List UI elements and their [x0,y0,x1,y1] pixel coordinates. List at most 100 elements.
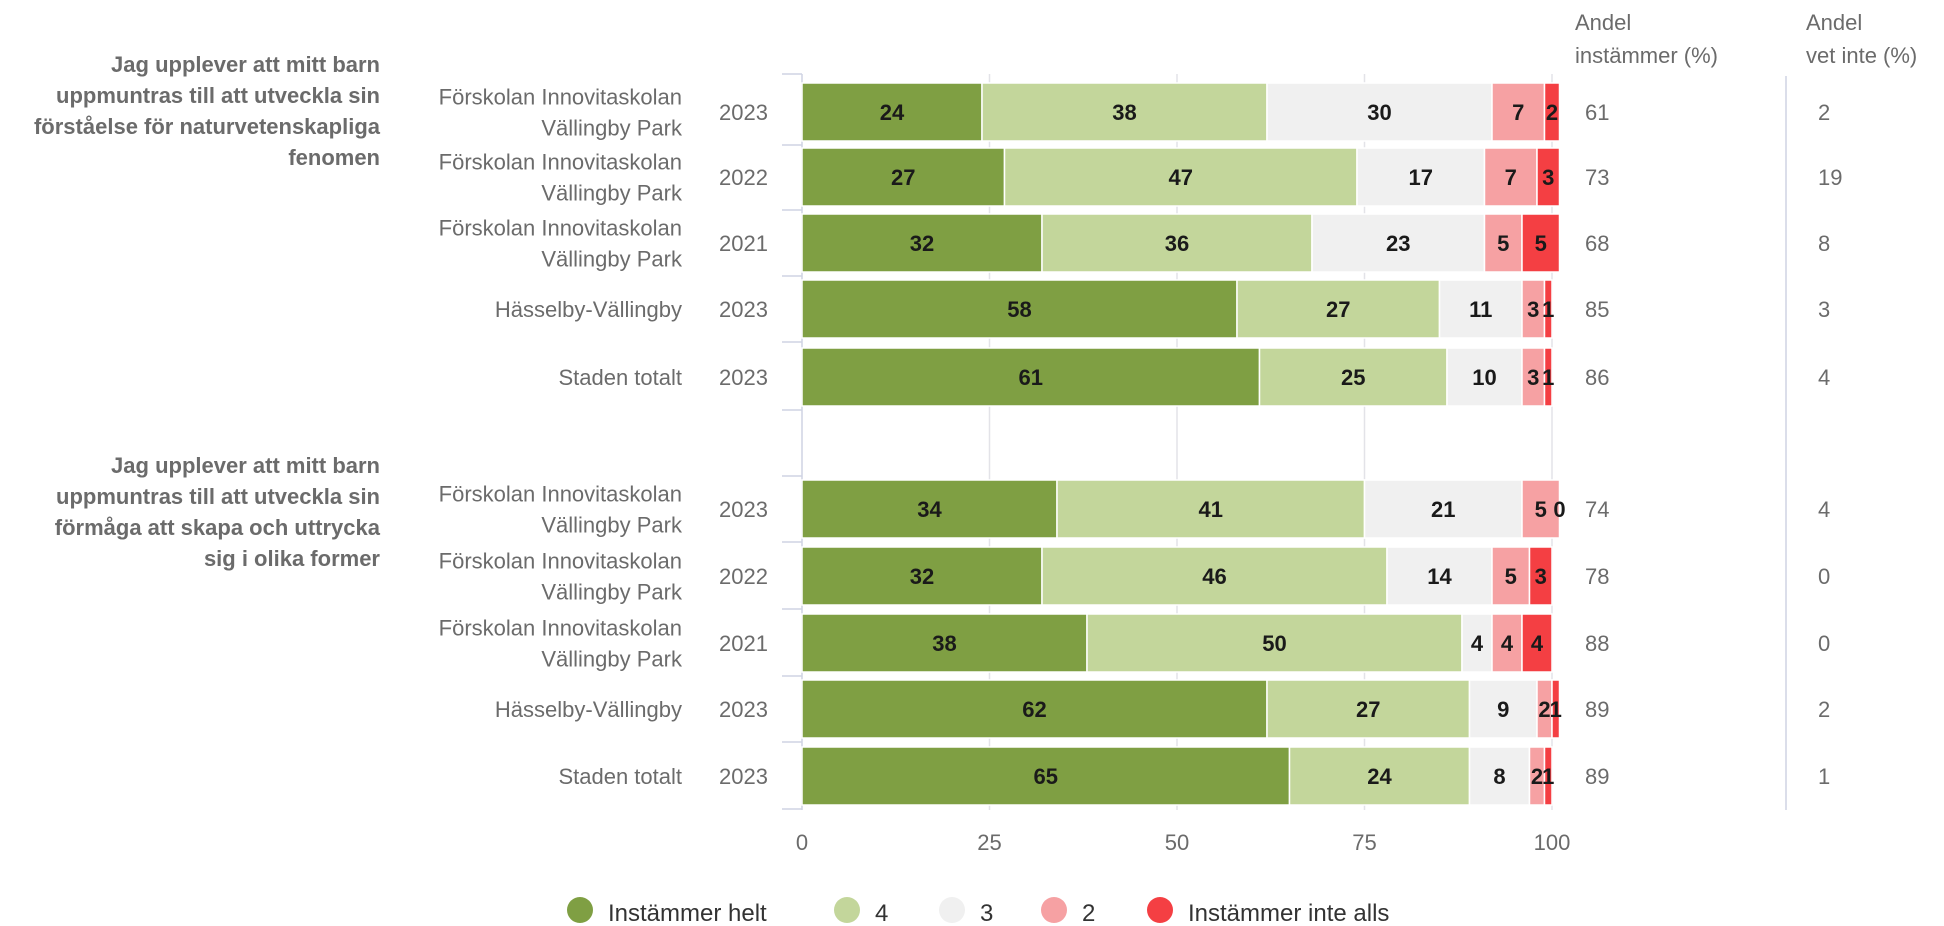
row-label: Förskolan Innovitaskolan [439,150,682,175]
data-label: 62 [1022,697,1046,722]
bar-segment [801,347,1261,407]
bar-segment [1041,213,1313,273]
row-label: Vällingby Park [541,513,683,538]
question-text: sig i olika former [204,546,380,571]
data-label: 11 [1469,297,1492,322]
data-label: 7 [1512,100,1524,125]
row-year: 2023 [719,100,768,125]
row-year: 2023 [719,697,768,722]
legend-label: 4 [875,900,888,926]
bar-row: Förskolan Innovitaskolan Vällingby Park 20… [439,213,1830,273]
bar-segment [1551,679,1561,739]
dontknow-value: 0 [1818,564,1830,589]
bar-segment [1266,679,1471,739]
data-label: 32 [910,231,934,256]
question-text: förståelse för naturvetenskapliga [34,114,381,139]
bar-segment [1521,479,1561,539]
x-tick-label: 25 [977,830,1001,855]
data-label: 5 [1535,231,1547,256]
bar-row: Förskolan Innovitaskolan Vällingby Park 20… [439,479,1830,539]
bar-segment [1386,546,1493,606]
row-label: Vällingby Park [541,580,683,605]
bar-segment [1543,279,1553,339]
row-label: Förskolan Innovitaskolan [439,216,682,241]
question-text: uppmuntras till att utveckla sin [56,83,380,108]
data-label: 2 [1546,100,1558,125]
dontknow-value: 4 [1818,365,1830,390]
data-label: 24 [880,100,905,125]
bar-segment [1311,213,1486,273]
bar-segment [1491,82,1546,142]
dontknow-value: 3 [1818,297,1830,322]
bar-segment [1236,279,1441,339]
row-year: 2022 [719,564,768,589]
bar-segment [801,147,1006,207]
data-label: 50 [1262,631,1286,656]
bar-segment [981,82,1268,142]
legend-label: Instämmer helt [608,900,767,926]
dontknow-value: 0 [1818,631,1830,656]
data-label: 41 [1199,497,1223,522]
bar-row: Hässelby-Vällingby 2023 58 27 11 3 1 85 3 [495,279,1830,339]
row-label: Förskolan Innovitaskolan [439,482,682,507]
agree-value: 78 [1585,564,1609,589]
dontknow-header-line2: vet inte (%) [1806,43,1917,68]
agree-value: 89 [1585,764,1609,789]
bar-segment [1468,746,1531,806]
bar-segment [1543,746,1553,806]
data-label: 47 [1169,165,1193,190]
bar-row: Staden totalt 2023 61 25 10 3 1 86 4 [558,347,1830,407]
data-label: 3 [1535,564,1547,589]
legend-swatch [1147,897,1173,923]
bar-segment [1491,613,1523,673]
row-label: Vällingby Park [541,647,683,672]
data-label: 36 [1165,231,1189,256]
bar-segment [1266,82,1493,142]
question-text: Jag upplever att mitt barn [111,52,380,77]
data-label: 10 [1472,365,1496,390]
question-text: uppmuntras till att utveckla sin [56,484,380,509]
legend-swatch [1041,897,1067,923]
agree-value: 68 [1585,231,1609,256]
bar-segment [801,546,1043,606]
x-tick-label: 75 [1352,830,1376,855]
bar-row: Förskolan Innovitaskolan Vällingby Park 20… [439,147,1842,207]
row-label: Vällingby Park [541,181,683,206]
data-label: 58 [1007,297,1031,322]
bar-row: Förskolan Innovitaskolan Vällingby Park 20… [439,613,1830,673]
bar-segment [1528,546,1553,606]
data-label: 65 [1034,764,1058,789]
data-label: 34 [917,497,942,522]
x-tick-label: 50 [1165,830,1189,855]
data-label: 3 [1542,165,1554,190]
agree-value: 73 [1585,165,1609,190]
row-label: Förskolan Innovitaskolan [439,85,682,110]
data-label: 24 [1367,764,1392,789]
dontknow-header-line1: Andel [1806,10,1862,35]
bar-segment [1543,82,1561,142]
row-year: 2023 [719,764,768,789]
question-group: Jag upplever att mitt barn uppmuntras til… [34,52,1842,407]
row-label: Staden totalt [558,764,682,789]
data-label: 0 [1553,497,1565,522]
bar-row: Hässelby-Vällingby 2023 62 27 9 2 1 89 2 [495,679,1830,739]
data-label: 1 [1550,697,1562,722]
row-year: 2021 [719,631,768,656]
data-label: 14 [1427,564,1452,589]
bar-segment [801,679,1268,739]
dontknow-value: 8 [1818,231,1830,256]
bar-segment [801,746,1291,806]
bar-segment [1521,613,1553,673]
question-text: förmåga att skapa och uttrycka [55,515,381,540]
agree-value: 85 [1585,297,1609,322]
bar-segment [1543,347,1553,407]
data-label: 23 [1386,231,1410,256]
data-label: 61 [1019,365,1043,390]
data-label: 27 [1356,697,1380,722]
row-year: 2023 [719,297,768,322]
question-group: Jag upplever att mitt barn uppmuntras til… [55,453,1830,806]
x-tick-labels: 0 25 50 75 100 [796,830,1570,855]
data-label: 27 [891,165,915,190]
agree-value: 86 [1585,365,1609,390]
